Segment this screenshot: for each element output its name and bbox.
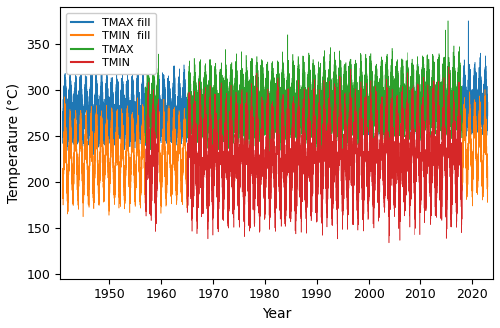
Legend: TMAX fill, TMIN  fill, TMAX, TMIN: TMAX fill, TMIN fill, TMAX, TMIN [66,12,156,73]
X-axis label: Year: Year [262,307,292,321]
Y-axis label: Temperature (°C): Temperature (°C) [7,83,21,203]
